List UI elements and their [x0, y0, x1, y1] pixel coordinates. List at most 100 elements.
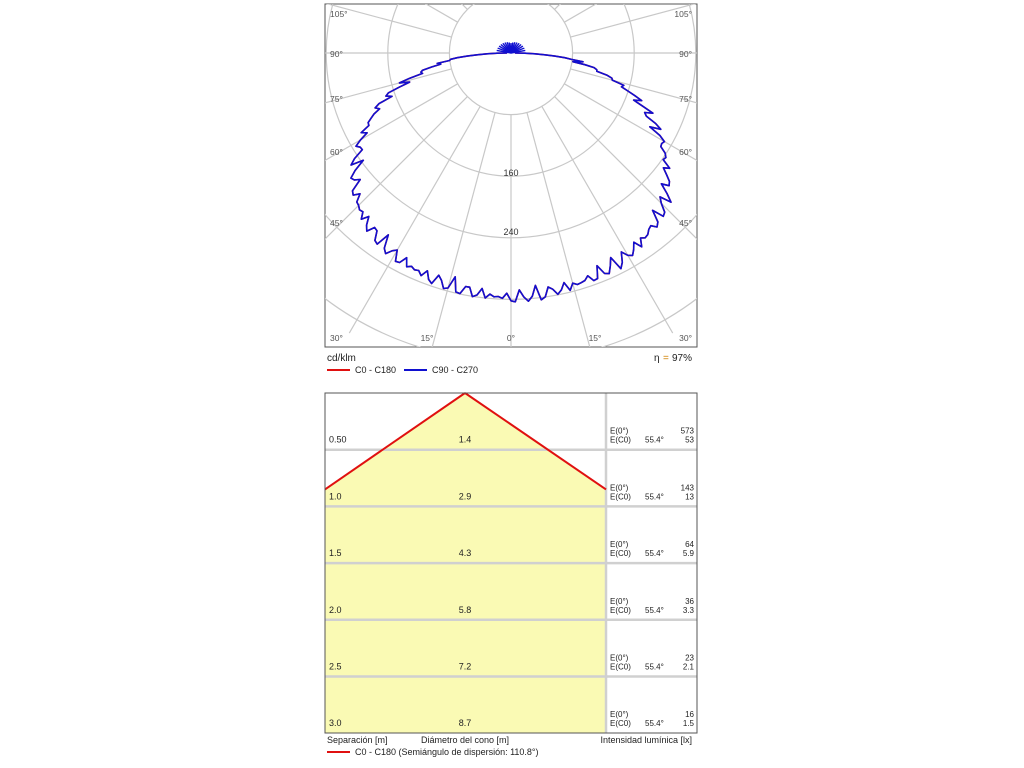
luminaire-burst	[496, 42, 526, 54]
row-e0-value: 143	[681, 483, 695, 492]
cone-row: 1.5 4.3 E(0°) 64 E(C0) 55.4° 5.9	[329, 540, 695, 558]
polar-spoke-45	[554, 96, 697, 240]
row-ec0-value: 53	[685, 436, 694, 445]
cone-row: 2.5 7.2 E(0°) 23 E(C0) 55.4° 2.1	[329, 654, 695, 672]
angle-label-left-105: 105°	[330, 9, 348, 19]
polar-curves	[350, 42, 672, 303]
row-half-angle: 55.4°	[645, 436, 664, 445]
row-ec0-value: 1.5	[683, 719, 695, 728]
polar-spoke--75	[325, 68, 452, 104]
cone-grid	[324, 392, 697, 734]
efficiency-value: 97%	[672, 353, 692, 364]
angle-label-bottom-15-right: 15°	[589, 333, 602, 343]
polar-curve-c90-c270	[350, 52, 672, 303]
row-e0-label: E(0°)	[610, 654, 629, 663]
cone-edge-right	[464, 392, 607, 491]
footer-intensity-label: Intensidad lumínica [lx]	[600, 735, 692, 745]
angle-label-right-60: 60°	[679, 147, 692, 157]
radial-label-160: 160	[503, 168, 518, 178]
row-half-angle: 55.4°	[645, 719, 664, 728]
angle-label-left-30: 30°	[330, 333, 343, 343]
row-diameter: 7.2	[459, 662, 472, 672]
row-distance: 1.0	[329, 491, 342, 501]
row-e0-value: 64	[685, 540, 694, 549]
row-e0-label: E(0°)	[610, 427, 629, 436]
row-ec0-label: E(C0)	[610, 663, 631, 672]
row-diameter: 2.9	[459, 491, 472, 501]
polar-spoke-15	[526, 112, 591, 347]
row-half-angle: 55.4°	[645, 663, 664, 672]
angle-label-right-30: 30°	[679, 333, 692, 343]
row-half-angle: 55.4°	[645, 492, 664, 501]
angle-label-right-90: 90°	[679, 49, 692, 59]
row-ec0-label: E(C0)	[610, 436, 631, 445]
row-diameter: 1.4	[459, 435, 472, 445]
angle-label-left-60: 60°	[330, 147, 343, 157]
row-distance: 2.0	[329, 605, 342, 615]
angle-label-left-90: 90°	[330, 49, 343, 59]
polar-spoke--45	[325, 96, 468, 240]
luminaire-burst-ray	[510, 49, 526, 54]
row-diameter: 5.8	[459, 605, 472, 615]
row-e0-value: 16	[685, 710, 694, 719]
row-ec0-value: 2.1	[683, 663, 695, 672]
cone-legend-label: C0 - C180 (Semiángulo de dispersión: 110…	[355, 747, 539, 757]
polar-spoke--105	[325, 4, 452, 38]
polar-chart: 160 240 105° 90° 75° 60° 45° 30° 105° 90…	[324, 3, 698, 375]
angle-label-bottom-0: 0°	[507, 333, 515, 343]
angle-label-right-45: 45°	[679, 218, 692, 228]
row-half-angle: 55.4°	[645, 549, 664, 558]
cone-diagram: 0.50 1.4 E(0°) 573 E(C0) 55.4° 53 1.0 2.9 E(0°) 14…	[324, 392, 698, 757]
row-ec0-label: E(C0)	[610, 719, 631, 728]
row-ec0-label: E(C0)	[610, 606, 631, 615]
cone-frame	[324, 392, 698, 734]
polar-spoke--15	[431, 112, 496, 347]
angle-label-left-75: 75°	[330, 94, 343, 104]
footer-diameter-label: Diámetro del cono [m]	[421, 735, 509, 745]
row-ec0-label: E(C0)	[610, 549, 631, 558]
cone-edge-left	[324, 392, 466, 491]
row-distance: 0.50	[329, 435, 347, 445]
row-ec0-value: 5.9	[683, 549, 695, 558]
row-distance: 1.5	[329, 548, 342, 558]
legend-label-c90-c270: C90 - C270	[432, 365, 478, 375]
row-e0-value: 23	[685, 654, 694, 663]
row-ec0-label: E(C0)	[610, 492, 631, 501]
efficiency-separator: =	[663, 353, 669, 364]
row-e0-label: E(0°)	[610, 483, 629, 492]
row-e0-value: 573	[681, 427, 695, 436]
row-distance: 2.5	[329, 662, 342, 672]
polar-spoke--30	[348, 106, 481, 334]
unit-label: cd/klm	[327, 353, 356, 364]
row-diameter: 8.7	[459, 718, 472, 728]
cone-row: 2.0 5.8 E(0°) 36 E(C0) 55.4° 3.3	[329, 597, 695, 615]
row-e0-label: E(0°)	[610, 540, 629, 549]
polar-grid	[325, 4, 697, 347]
row-distance: 3.0	[329, 718, 342, 728]
angle-label-left-45: 45°	[330, 218, 343, 228]
row-ec0-value: 13	[685, 492, 694, 501]
polar-spoke--60	[325, 83, 458, 162]
polar-spoke-60	[564, 83, 697, 162]
cone-row: 0.50 1.4 E(0°) 573 E(C0) 55.4° 53	[329, 427, 695, 445]
row-e0-label: E(0°)	[610, 597, 629, 606]
footer-separation-label: Separación [m]	[327, 735, 388, 745]
cone-row: 3.0 8.7 E(0°) 16 E(C0) 55.4° 1.5	[329, 710, 695, 728]
efficiency-symbol: η	[654, 353, 660, 364]
legend-label-c0-c180: C0 - C180	[355, 365, 396, 375]
row-e0-value: 36	[685, 597, 694, 606]
angle-label-right-105: 105°	[674, 9, 692, 19]
cone-rows: 0.50 1.4 E(0°) 573 E(C0) 55.4° 53 1.0 2.9 E(0°) 14…	[329, 427, 695, 729]
cone-row: 1.0 2.9 E(0°) 143 E(C0) 55.4° 13	[329, 483, 695, 501]
angle-label-right-75: 75°	[679, 94, 692, 104]
row-ec0-value: 3.3	[683, 606, 695, 615]
polar-spoke-105	[570, 4, 697, 38]
angle-label-bottom-15-left: 15°	[421, 333, 434, 343]
row-e0-label: E(0°)	[610, 710, 629, 719]
row-half-angle: 55.4°	[645, 606, 664, 615]
radial-label-240: 240	[503, 227, 518, 237]
polar-spoke-30	[541, 106, 674, 334]
row-diameter: 4.3	[459, 548, 472, 558]
